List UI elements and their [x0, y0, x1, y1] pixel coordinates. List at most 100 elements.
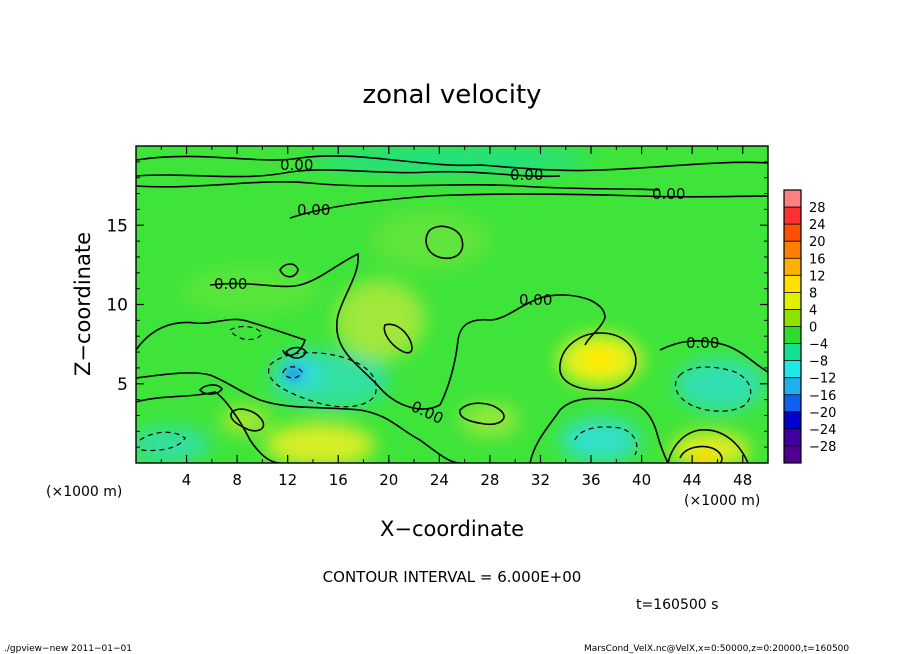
x-tick-label: 32	[531, 471, 550, 489]
field-blob	[136, 427, 210, 463]
field-blob	[588, 352, 612, 368]
colorbar-label: 28	[809, 201, 826, 216]
colorbar-label: −12	[809, 372, 836, 387]
contour-line	[230, 408, 265, 432]
colorbar-swatch	[784, 377, 801, 396]
colorbar-swatch	[784, 411, 801, 430]
colorbar-swatch	[784, 394, 801, 413]
x-tick-label: 16	[329, 471, 348, 489]
x-axis-label: X−coordinate	[380, 517, 524, 541]
y-tick-label: 10	[106, 296, 128, 316]
contour-line	[439, 294, 606, 406]
contour-line	[679, 445, 723, 463]
colorbar-swatch	[784, 190, 801, 208]
contour-line	[136, 372, 461, 463]
x-tick-label: 12	[278, 471, 297, 489]
x-tick-label: 48	[733, 471, 752, 489]
x-tick-label: 44	[683, 471, 702, 489]
colorbar-label: 0	[809, 321, 817, 336]
chart-title: zonal velocity	[362, 80, 541, 110]
contour-line	[529, 397, 669, 463]
colorbar-swatch	[784, 360, 801, 379]
y-axis-label: Z−coordinate	[71, 232, 95, 376]
contour-line	[383, 323, 413, 354]
colorbar-swatch	[784, 207, 801, 225]
colorbar-swatch	[784, 326, 801, 345]
field-blob	[370, 210, 490, 270]
footer-left: ./gpview−new 2011−01−01	[4, 644, 132, 654]
x-tick-label: 40	[632, 471, 651, 489]
contour-line	[198, 384, 223, 395]
field-blob	[310, 146, 590, 174]
contour-line-negative	[282, 366, 303, 379]
contour-line-negative	[268, 352, 377, 408]
contour-line	[136, 155, 768, 172]
colorbar-label: −8	[809, 355, 828, 370]
contour-line	[136, 181, 661, 191]
colorbar-swatch	[784, 292, 801, 310]
y-axis-ticks: 5 10 15	[106, 161, 768, 448]
x-tick-label: 36	[581, 471, 600, 489]
contour-line-negative	[674, 366, 752, 412]
colorbar: 28 24 20 16 12 8 4 0 −4 −8 −12 −16 −20 −24 −28	[783, 189, 836, 464]
x-tick-label: 8	[232, 471, 242, 489]
contour-label: 0.00	[652, 185, 685, 203]
colorbar-label: 4	[809, 303, 817, 318]
contour-line	[284, 346, 307, 359]
field-blob	[335, 280, 425, 360]
contour-lines-negative	[139, 325, 752, 456]
x-tick-label: 28	[480, 471, 499, 489]
colorbar-label: 16	[809, 252, 826, 267]
colorbar-label: −16	[809, 389, 836, 404]
colorbar-swatch	[784, 275, 801, 293]
contour-line	[667, 429, 749, 463]
colorbar-swatch	[784, 309, 801, 327]
field-blobs-core	[286, 352, 715, 463]
contour-line-negative	[139, 431, 186, 452]
time-label: t=160500 s	[636, 597, 718, 613]
contour-line-negative	[574, 426, 638, 456]
contour-line	[289, 193, 768, 219]
x-unit-right: (×1000 m)	[684, 493, 760, 509]
colorbar-swatch	[784, 445, 801, 464]
colorbar-label: 20	[809, 235, 826, 250]
contour-line	[459, 402, 505, 426]
x-tick-label: 4	[182, 471, 192, 489]
contour-label: 0.00	[280, 156, 313, 174]
field-blob	[560, 418, 640, 462]
field-blob	[265, 423, 375, 463]
colorbar-label: −4	[809, 338, 828, 353]
contour-label: 0.00	[519, 291, 552, 309]
contour-line	[209, 252, 441, 410]
field-blob	[460, 402, 520, 438]
field-blob	[675, 359, 765, 411]
contour-interval: CONTOUR INTERVAL = 6.000E+00	[323, 568, 582, 586]
colorbar-label: −20	[809, 406, 836, 421]
contour-line-negative	[229, 325, 263, 341]
contour-label: 0.00	[297, 201, 330, 219]
x-axis-ticks: 4 8 12 16 20 24 28 32 36 40 44 48	[160, 146, 752, 489]
colorbar-swatch	[784, 241, 801, 259]
contour-line	[659, 340, 768, 373]
contour-label: 0.00	[214, 275, 247, 293]
y-tick-label: 5	[117, 375, 128, 395]
colorbar-label: −28	[809, 440, 836, 455]
y-tick-label: 15	[106, 216, 128, 236]
colorbar-label: 24	[809, 218, 826, 233]
x-tick-label: 24	[430, 471, 449, 489]
footer-right: MarsCond_VelX.nc@VelX,x=0:50000,z=0:2000…	[584, 644, 849, 654]
contour-lines	[136, 155, 768, 463]
contour-line	[136, 318, 306, 357]
x-unit-left: (×1000 m)	[46, 484, 122, 500]
contour-line	[136, 391, 281, 463]
colorbar-label: 8	[809, 286, 817, 301]
contour-line	[559, 332, 637, 392]
contour-label: 0.00	[510, 166, 543, 184]
contour-line	[279, 263, 299, 278]
colorbar-swatch	[784, 258, 801, 276]
colorbar-swatch	[784, 224, 801, 242]
field-blob	[691, 452, 715, 463]
contour-label: 0.00	[686, 334, 719, 352]
colorbar-label: 12	[809, 269, 826, 284]
